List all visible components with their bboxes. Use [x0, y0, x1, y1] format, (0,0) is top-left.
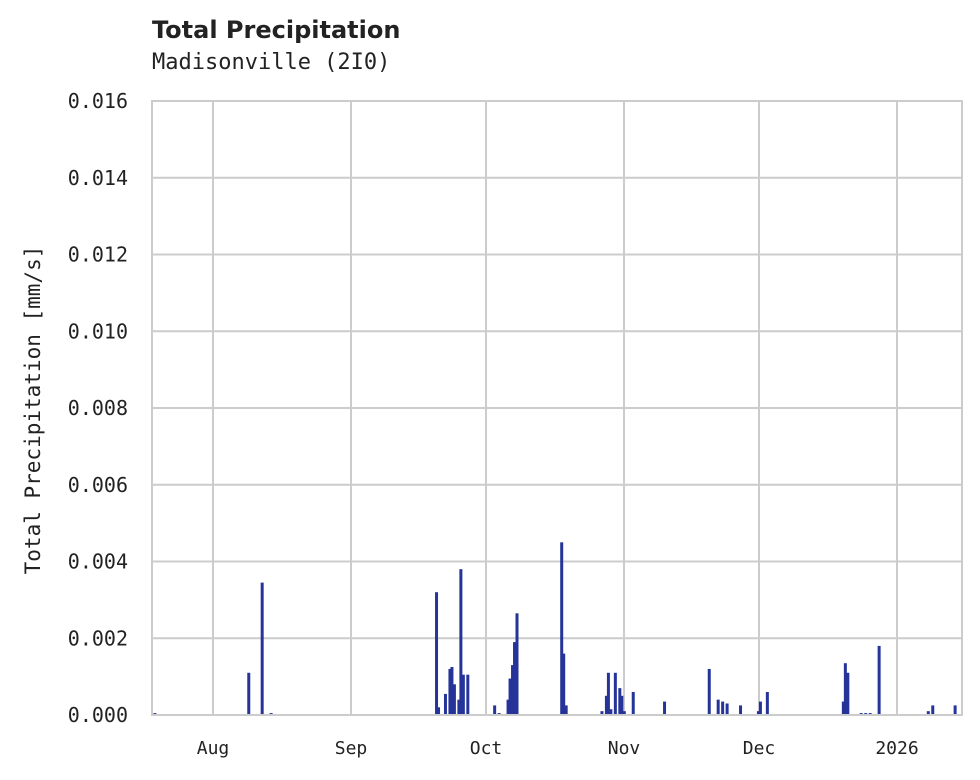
x-tick-label: Oct — [470, 738, 503, 759]
precipitation-bar — [843, 663, 847, 715]
x-tick-label: Aug — [197, 738, 230, 759]
precipitation-bar — [739, 705, 743, 715]
y-tick-label: 0.012 — [68, 243, 128, 267]
precipitation-bar — [435, 592, 439, 715]
precipitation-bar — [448, 668, 452, 715]
precipitation-bar — [515, 613, 519, 715]
y-tick-label: 0.004 — [68, 550, 128, 574]
precipitation-bar — [437, 707, 441, 715]
precipitation-bar — [260, 582, 264, 715]
precipitation-bar — [758, 701, 762, 715]
precipitation-bar — [511, 665, 515, 715]
precipitation-bar — [452, 684, 456, 715]
plot-frame — [151, 100, 963, 716]
precipitation-bars — [153, 542, 957, 715]
precipitation-bar — [461, 674, 465, 715]
y-axis-ticks: 0.000 0.002 0.004 0.006 0.008 0.010 0.012 0.014… — [68, 89, 128, 727]
precipitation-bar — [247, 672, 251, 715]
x-tick-label: 2026 — [875, 738, 918, 759]
precipitation-bar — [716, 699, 720, 715]
precipitation-bar — [564, 705, 568, 715]
precipitation-bar — [604, 695, 608, 715]
grid-lines — [152, 100, 962, 716]
y-tick-label: 0.000 — [68, 703, 128, 727]
precipitation-bar — [560, 542, 564, 715]
precipitation-bar — [618, 688, 622, 715]
y-tick-label: 0.014 — [68, 166, 128, 190]
precipitation-bar — [513, 642, 517, 715]
precipitation-bar — [443, 693, 447, 715]
precipitation-bar — [613, 672, 617, 715]
chart-subtitle: Madisonville (2I0) — [152, 50, 391, 75]
precipitation-bar — [606, 672, 610, 715]
y-tick-label: 0.010 — [68, 319, 128, 343]
precipitation-bar — [457, 699, 461, 715]
precipitation-bar — [450, 667, 454, 715]
precipitation-bar — [622, 711, 626, 715]
precipitation-bar — [493, 705, 497, 715]
precipitation-bar — [459, 569, 463, 715]
y-tick-label: 0.002 — [68, 626, 128, 650]
precipitation-bar — [562, 653, 566, 715]
precipitation-bar — [620, 695, 624, 715]
precipitation-bar — [466, 674, 470, 715]
y-tick-label: 0.008 — [68, 396, 128, 420]
y-axis-label: Total Precipitation [mm/s] — [21, 246, 45, 575]
precipitation-bar — [926, 711, 930, 715]
x-tick-label: Nov — [608, 738, 641, 759]
precipitation-bar — [600, 711, 604, 715]
precipitation-bar — [721, 701, 725, 715]
precipitation-bar — [707, 668, 711, 715]
precipitation-bar — [765, 691, 769, 715]
precipitation-bar — [953, 705, 957, 715]
precipitation-bar — [725, 703, 729, 715]
precipitation-bar — [931, 705, 935, 715]
precipitation-bar — [631, 691, 635, 715]
precipitation-bar — [756, 711, 760, 715]
x-tick-label: Dec — [743, 738, 776, 759]
precipitation-bar — [846, 672, 850, 715]
precipitation-bar — [506, 699, 510, 715]
precipitation-bar — [609, 709, 613, 715]
precipitation-bar — [663, 701, 667, 715]
x-tick-label: Sep — [335, 738, 368, 759]
precipitation-bar — [877, 645, 881, 715]
x-axis-ticks: Aug Sep Oct Nov Dec 2026 — [197, 738, 919, 759]
precipitation-bar — [841, 701, 845, 715]
y-tick-label: 0.016 — [68, 89, 128, 113]
chart-title: Total Precipitation — [152, 16, 401, 44]
y-tick-label: 0.006 — [68, 473, 128, 497]
precipitation-bar — [508, 678, 512, 715]
